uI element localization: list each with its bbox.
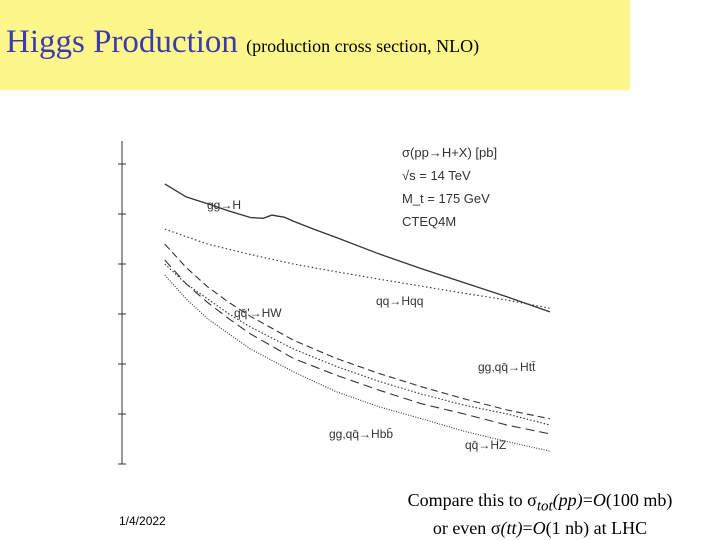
series-line-5	[164, 274, 551, 452]
note-order: O	[532, 517, 546, 538]
note-order: O	[592, 490, 606, 510]
note-text: or even	[432, 517, 491, 538]
curve-label: gg,qq̄→Htt̄	[478, 360, 536, 374]
title-subtitle: (production cross section, NLO)	[246, 36, 480, 56]
cross-section-chart: 10210110-110-210-310-402004006008001000M…	[118, 141, 551, 465]
curve-label: gg,qq̄→Hbb̄	[329, 427, 393, 441]
sigma-symbol: σ	[490, 517, 501, 538]
note-eq: =	[522, 517, 533, 538]
note-line-2: or even σ(tt)=O(1 nb) at LHC	[380, 518, 700, 539]
title-text: Higgs Production	[6, 24, 238, 60]
note-text: Compare this to	[407, 490, 528, 510]
note-line-1: Compare this to σtot(pp)=O(100 mb)	[380, 490, 700, 518]
curve-label: qq→Hqq	[376, 294, 423, 308]
footer-date: 1/4/2022	[119, 514, 166, 528]
curve-label: qq̄'→HW	[234, 306, 282, 320]
note-subscript: tot	[536, 498, 553, 515]
note-value: (1 nb) at LHC	[545, 517, 648, 538]
legend-entry: σ(pp→H+X) [pb]	[402, 145, 497, 160]
legend-entry: √s = 14 TeV	[402, 168, 471, 183]
series-line-3	[164, 263, 551, 426]
title-banner: Higgs Production (production cross secti…	[0, 0, 630, 90]
slide-title: Higgs Production (production cross secti…	[6, 24, 479, 61]
legend-entry: M_t = 175 GeV	[402, 191, 490, 206]
footer-note: Compare this to σtot(pp)=O(100 mb) or ev…	[380, 490, 700, 539]
curve-label: gg→H	[207, 198, 241, 212]
note-eq: =	[582, 490, 593, 510]
curve-label: qq̄→HZ	[465, 438, 506, 452]
series-line-1	[164, 228, 551, 309]
note-arg: (tt)	[500, 517, 523, 538]
note-arg: (pp)	[552, 490, 583, 510]
note-value: (100 mb)	[605, 490, 673, 510]
plot-area: 10210110-110-210-310-402004006008001000M…	[102, 133, 580, 472]
series-line-4	[164, 259, 551, 435]
series-line-2	[164, 243, 551, 420]
legend-entry: CTEQ4M	[402, 214, 456, 229]
sigma-symbol: σ	[527, 490, 537, 510]
series-line-0	[164, 183, 551, 313]
